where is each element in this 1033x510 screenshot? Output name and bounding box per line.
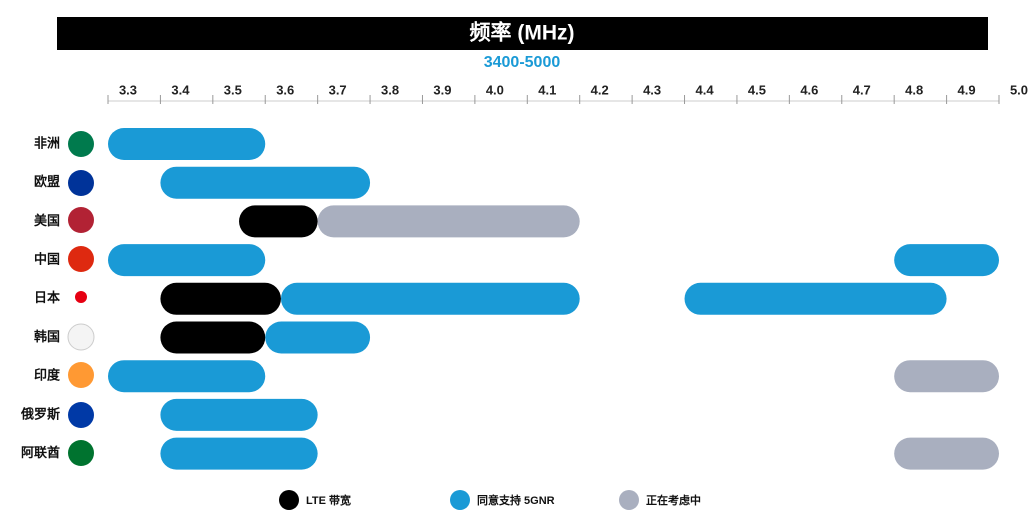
x-tick-label: 5.0 [1010,82,1028,97]
x-tick-label: 4.1 [538,82,556,97]
range-bar [108,360,266,393]
flag [68,170,94,196]
flags [67,131,95,466]
flag [68,131,94,157]
legend-swatch [450,490,470,510]
category-label: 中国 [34,252,60,267]
category-label: 欧盟 [34,174,60,189]
legend-label: LTE 带宽 [306,493,351,507]
x-tick-label: 3.7 [329,82,347,97]
x-tick-label: 3.4 [171,82,190,97]
range-bar [108,128,266,160]
range-bar [108,244,266,277]
x-tick-label: 3.9 [433,82,451,97]
flag [75,291,87,303]
flag [68,207,94,233]
range-bar [160,321,266,354]
range-bar [894,437,999,470]
chart-subtitle: 3400-5000 [484,54,561,71]
category-label: 日本 [34,290,60,305]
range-bar [160,282,281,315]
range-bar [684,282,947,315]
flag [68,362,94,388]
category-label: 俄罗斯 [20,406,60,421]
category-label: 非洲 [34,135,60,150]
range-bar [160,398,318,431]
x-tick-label: 3.6 [276,82,294,97]
x-tick-label: 3.3 [119,82,137,97]
x-tick-label: 4.6 [800,82,818,97]
range-bar [160,166,371,199]
flag [68,402,94,428]
range-bar [239,205,318,238]
x-tick-label: 4.4 [695,82,714,97]
category-label: 美国 [34,213,60,228]
x-tick-label: 4.9 [958,82,976,97]
range-bar [280,282,580,315]
range-bar [894,244,999,277]
x-tick-label: 4.5 [748,82,766,97]
category-label: 阿联酋 [21,445,60,460]
category-label: 韩国 [34,329,60,344]
legend-label: 同意支持 5GNR [477,493,555,507]
range-bar [317,205,580,238]
x-tick-label: 4.7 [853,82,871,97]
range-bar [894,360,999,393]
x-tick-label: 4.0 [486,82,504,97]
flag [68,440,94,466]
range-bar [265,321,371,354]
title-band [57,17,988,50]
range-bar [160,437,318,470]
category-label: 印度 [34,368,61,383]
x-tick-label: 4.8 [905,82,923,97]
x-tick-label: 3.8 [381,82,399,97]
legend-swatch [279,490,299,510]
x-tick-label: 4.2 [591,82,609,97]
legend-label: 正在考虑中 [646,493,701,507]
legend-swatch [619,490,639,510]
x-tick-label: 3.5 [224,82,242,97]
x-tick-label: 4.3 [643,82,661,97]
flag [68,246,94,272]
flag [67,323,95,351]
chart-title: 频率 (MHz) [470,21,575,45]
